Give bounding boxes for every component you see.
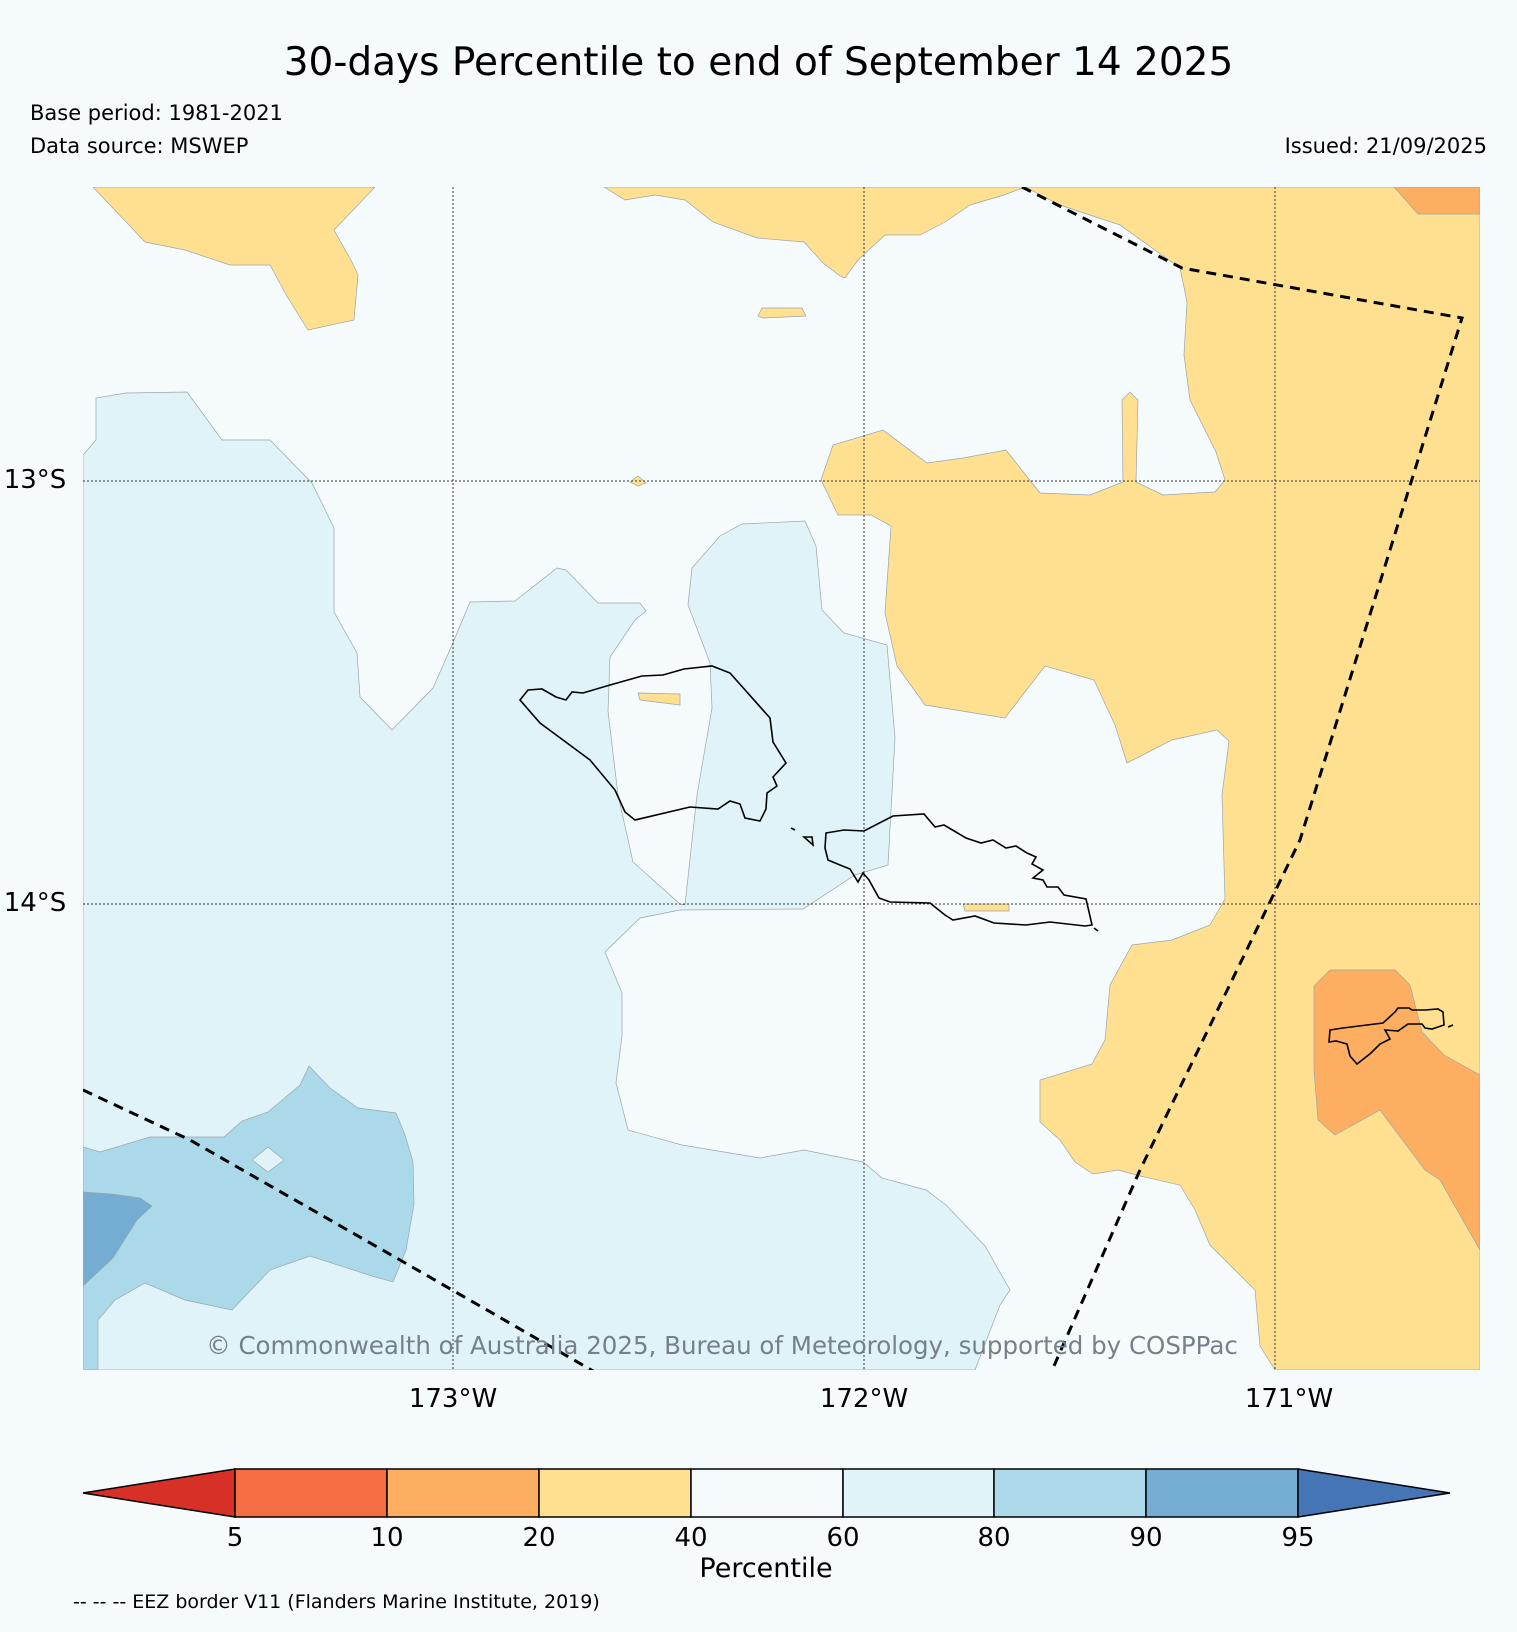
colorbar-80-90 bbox=[993, 1468, 1147, 1518]
copyright-text: © Commonwealth of Australia 2025, Bureau… bbox=[206, 1331, 1238, 1360]
coastline bbox=[518, 665, 1454, 1066]
colorbar-90-95 bbox=[1145, 1468, 1299, 1518]
apolima-coast bbox=[801, 836, 815, 848]
savaii-coast bbox=[518, 665, 788, 822]
tick-20: 20 bbox=[522, 1523, 555, 1553]
colorbar-below-5 bbox=[82, 1468, 236, 1518]
lon-label-172w: 172°W bbox=[820, 1384, 908, 1414]
lon-label-171w: 171°W bbox=[1245, 1384, 1333, 1414]
contour-10-20-ne bbox=[1393, 187, 1480, 215]
upolu-islet bbox=[1093, 927, 1099, 932]
lon-label-173w: 173°W bbox=[409, 1384, 497, 1414]
upolu-coast bbox=[824, 813, 1093, 927]
colorbar-60-80 bbox=[842, 1468, 995, 1518]
colorbar-label: Percentile bbox=[699, 1553, 832, 1584]
contour-20-40-savaii-patch bbox=[962, 903, 1010, 912]
data-source: Data source: MSWEP bbox=[30, 134, 249, 158]
contour-20-40-dot bbox=[629, 475, 647, 487]
tick-60: 60 bbox=[826, 1523, 859, 1553]
contour-90-95 bbox=[83, 1191, 153, 1287]
contour-10-20-se bbox=[1313, 969, 1480, 1251]
tick-80: 80 bbox=[977, 1523, 1010, 1553]
lat-label-14s: 14°S bbox=[4, 888, 67, 918]
colorbar-40-60 bbox=[690, 1468, 844, 1518]
colorbar bbox=[82, 1468, 1451, 1518]
tick-40: 40 bbox=[674, 1523, 707, 1553]
manono-coast bbox=[790, 827, 796, 831]
tutuila-coast bbox=[1328, 1007, 1445, 1066]
contour-20-40-north bbox=[603, 187, 1026, 279]
aunuu-coast bbox=[1447, 1024, 1454, 1028]
tick-95: 95 bbox=[1281, 1523, 1314, 1553]
tick-5: 5 bbox=[227, 1523, 244, 1553]
lat-label-13s: 13°S bbox=[4, 465, 67, 495]
tick-10: 10 bbox=[370, 1523, 403, 1553]
eez-border bbox=[83, 187, 1464, 1370]
page-title: 30-days Percentile to end of September 1… bbox=[283, 40, 1234, 85]
colorbar-above-95 bbox=[1297, 1468, 1451, 1518]
issued-date: Issued: 21/09/2025 bbox=[1284, 134, 1487, 158]
colorbar-ticks: 5 10 20 40 60 80 90 95 bbox=[227, 1523, 1315, 1553]
contour-20-40-patch bbox=[757, 307, 807, 319]
colorbar-20-40 bbox=[538, 1468, 692, 1518]
contour-80-90-hole bbox=[251, 1146, 285, 1173]
base-period: Base period: 1981-2021 bbox=[30, 101, 283, 125]
contour-20-40-nw bbox=[92, 187, 376, 331]
tick-90: 90 bbox=[1129, 1523, 1162, 1553]
colorbar-5-10 bbox=[234, 1468, 388, 1518]
colorbar-10-20 bbox=[386, 1468, 540, 1518]
contour-20-40-samoa-patch bbox=[637, 692, 681, 706]
eez-note: -- -- -- EEZ border V11 (Flanders Marine… bbox=[73, 1591, 600, 1613]
contour-80-90 bbox=[83, 1065, 415, 1370]
graticule bbox=[83, 187, 1480, 1370]
